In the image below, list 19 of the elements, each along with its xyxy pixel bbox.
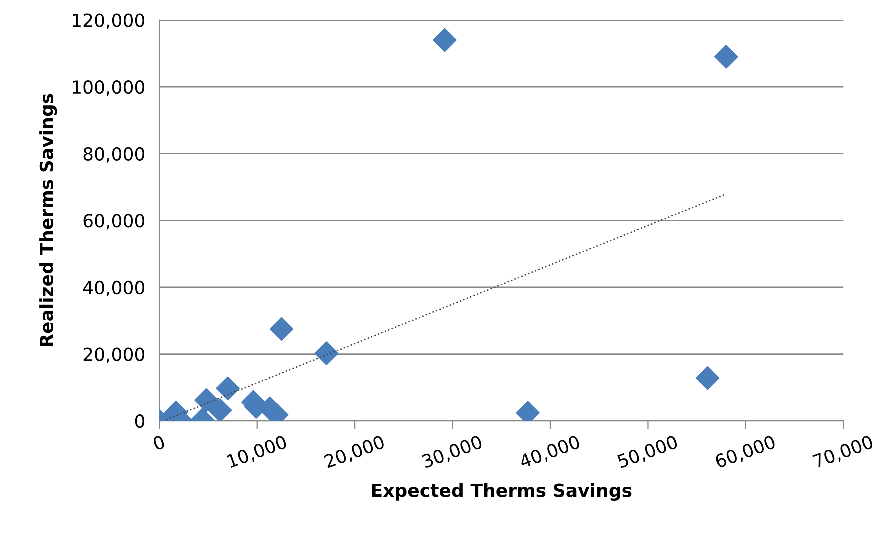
point [194,388,218,412]
y-tick-label: 120,000 [73,14,145,30]
point [433,28,457,52]
y-axis-title: Realized Therms Savings [40,94,58,346]
point [696,366,720,390]
y-tick-label: 20,000 [84,348,145,364]
y-tick-label: 60,000 [84,214,145,230]
point [270,317,294,342]
x-axis-title: Expected Therms Savings [372,483,632,502]
y-tick-label: 0 [135,414,145,428]
point [314,342,339,366]
point [216,376,240,401]
x-tick-label: 0 [152,434,166,451]
y-tick-label: 80,000 [84,147,145,163]
y-tick-label: 40,000 [83,280,145,296]
point [208,398,232,422]
point [714,45,738,69]
x-tick-label: 40,000 [518,434,582,470]
y-tick-label: 100,000 [73,80,145,96]
